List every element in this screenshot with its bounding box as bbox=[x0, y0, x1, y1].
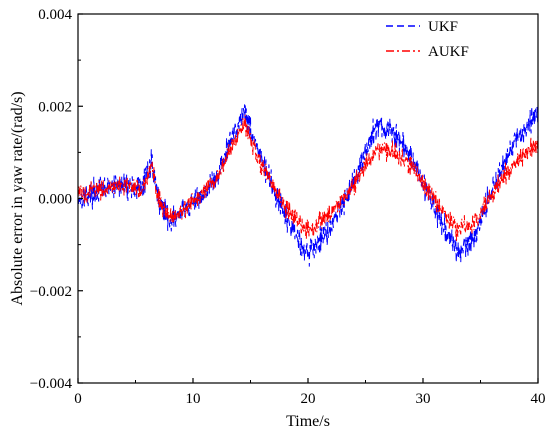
x-tick-label: 20 bbox=[301, 391, 316, 407]
y-tick-label: −0.004 bbox=[30, 376, 73, 392]
x-tick-label: 0 bbox=[74, 391, 82, 407]
plot-frame bbox=[77, 13, 539, 384]
y-axis-label: Absolute error in yaw rate/(rad/s) bbox=[9, 91, 26, 305]
x-tick-label: 40 bbox=[531, 391, 546, 407]
x-tick-label: 30 bbox=[416, 391, 431, 407]
axis-ticks bbox=[77, 13, 539, 384]
x-tick-label: 10 bbox=[186, 391, 201, 407]
axis-tick-labels: 0 10 20 30 40 −0.004 −0.002 0.000 0.002 0.004 bbox=[30, 7, 546, 407]
series-layer bbox=[77, 104, 539, 267]
x-axis-label: Time/s bbox=[286, 413, 330, 430]
y-tick-label: 0.002 bbox=[38, 99, 72, 115]
series-line-aukf bbox=[77, 114, 539, 241]
series-line-ukf bbox=[77, 104, 539, 267]
y-tick-label: 0.004 bbox=[38, 7, 72, 23]
y-tick-label: 0.000 bbox=[38, 192, 72, 208]
legend: UKF AUKF bbox=[386, 19, 469, 60]
legend-label-ukf: UKF bbox=[428, 19, 458, 35]
legend-label-aukf: AUKF bbox=[428, 44, 469, 60]
y-tick-label: −0.002 bbox=[30, 284, 72, 300]
